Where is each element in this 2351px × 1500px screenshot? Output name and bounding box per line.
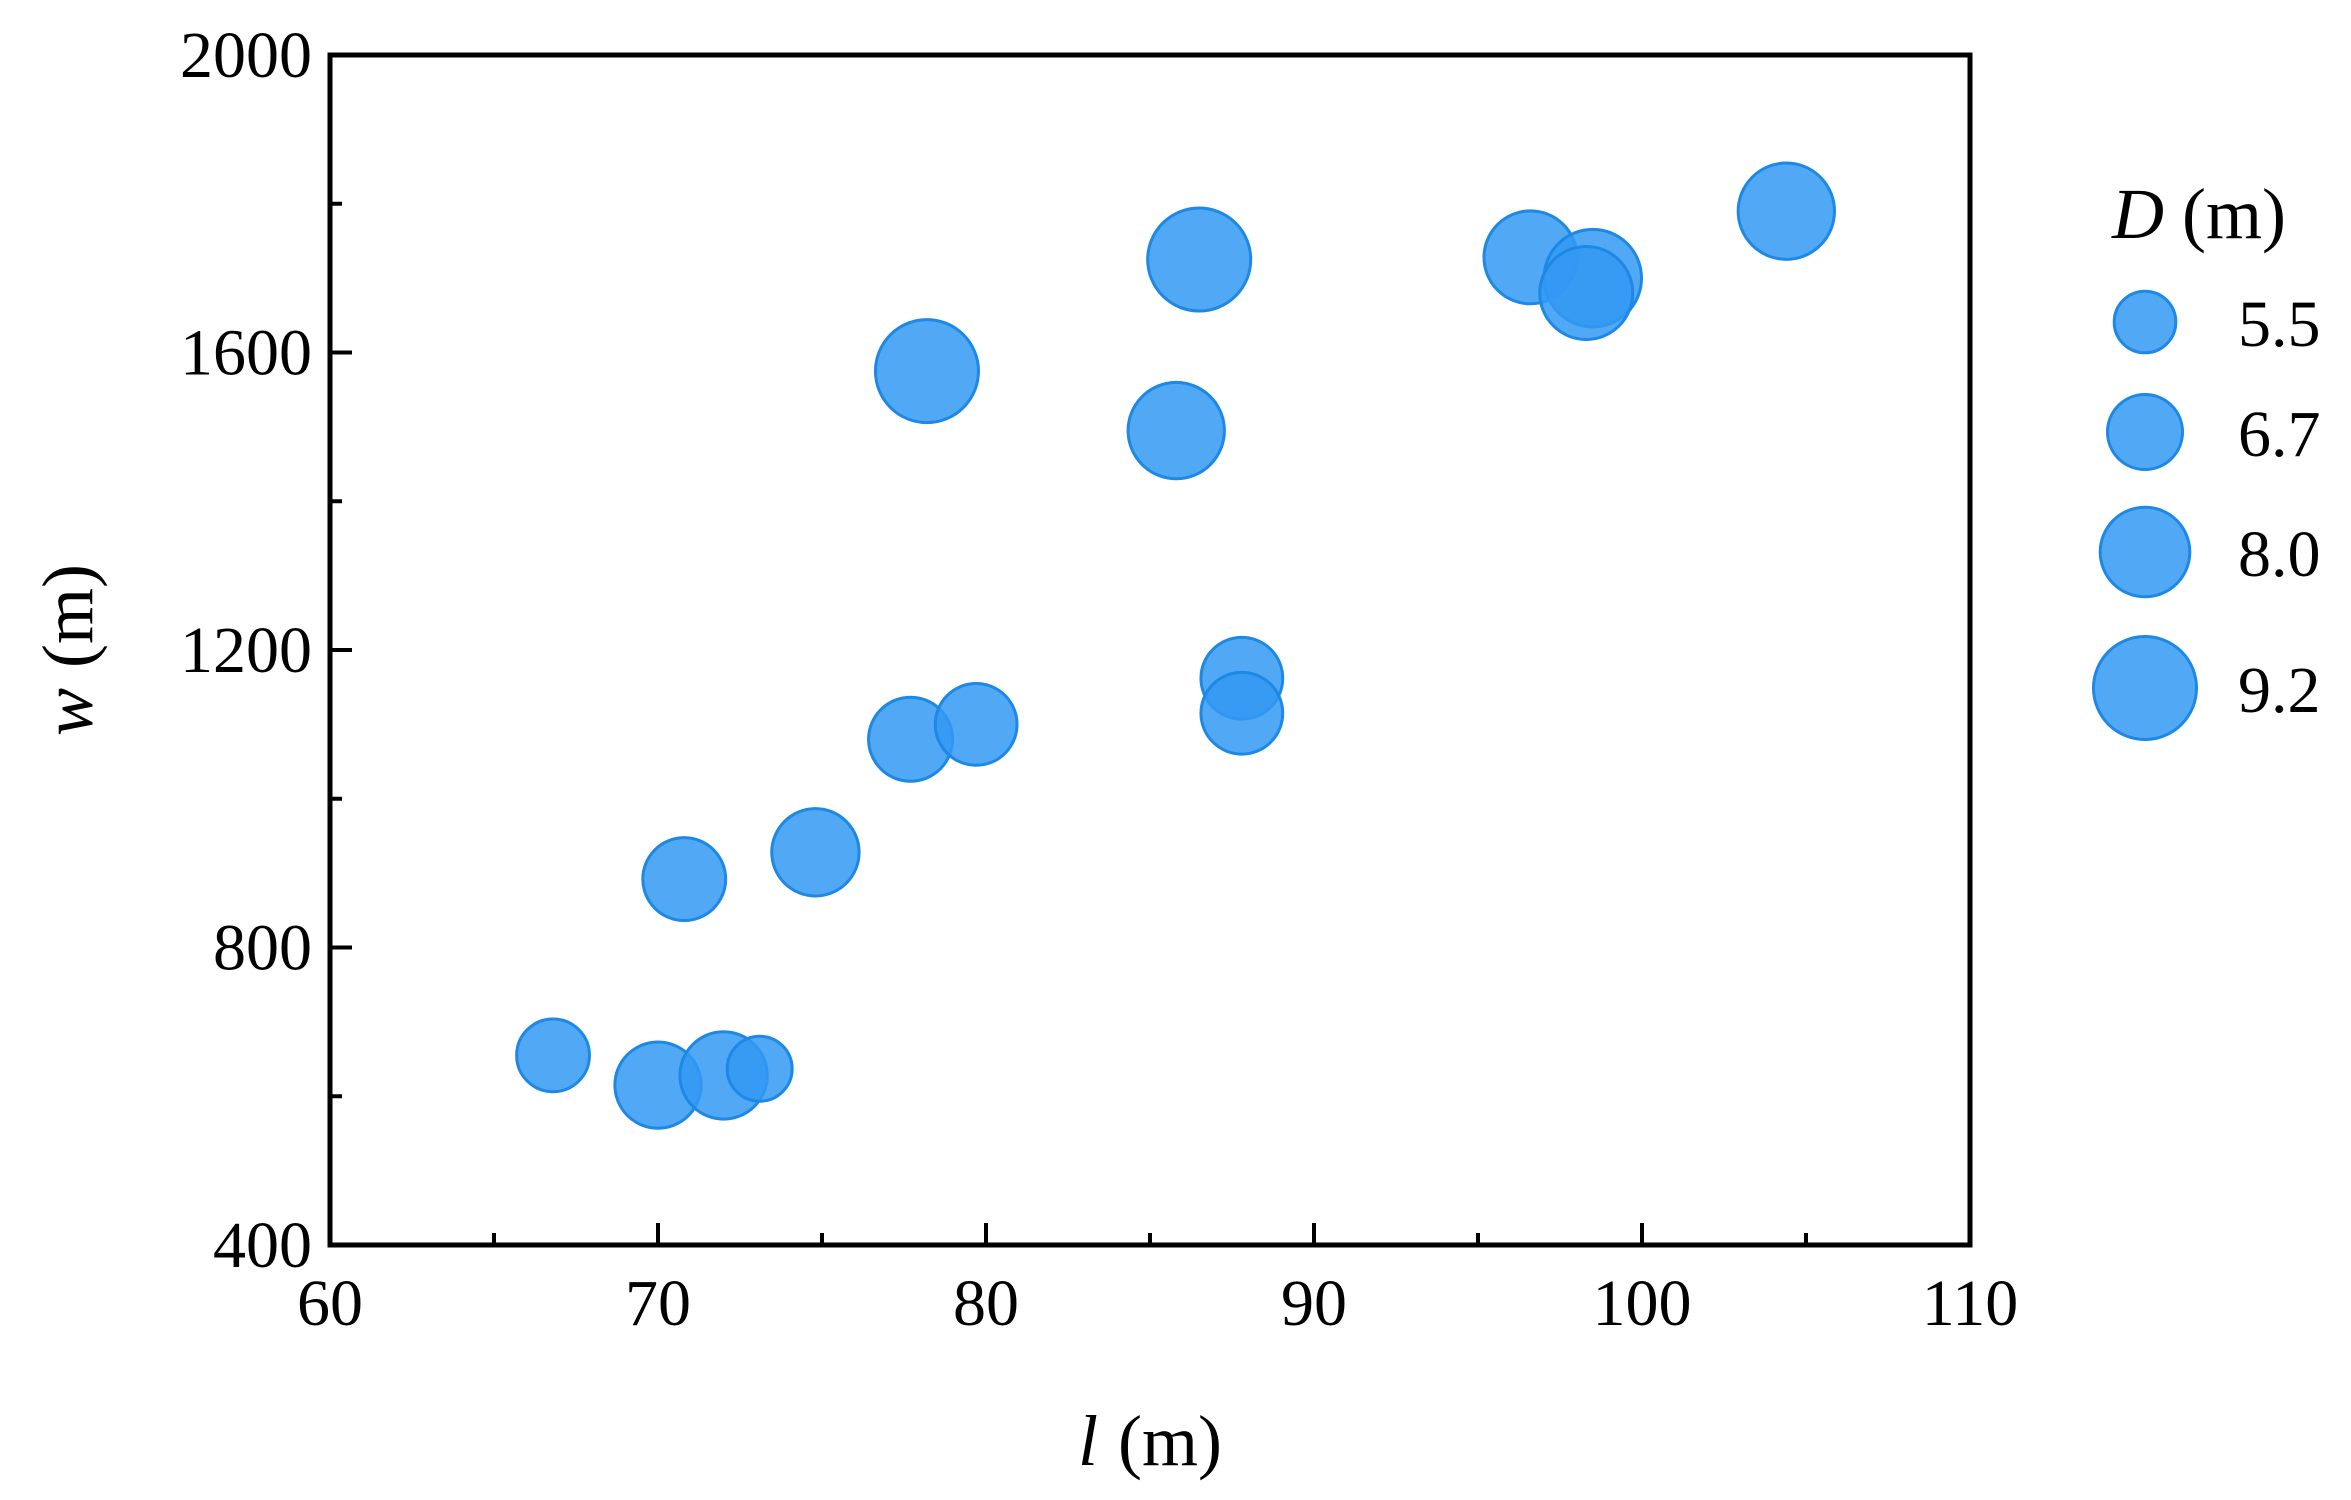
legend-title: D (m) [2111,174,2286,254]
legend-marker [2098,505,2192,599]
data-point [1199,670,1285,756]
x-axis-title: l (m) [1078,1401,1222,1481]
y-tick-label: 1200 [180,614,312,687]
y-axis-tick-labels: 400 800 1200 1600 2000 [180,19,312,1282]
legend-marker [2112,289,2178,355]
data-point [1126,380,1226,481]
data-point [725,1034,794,1103]
x-axis-unit: (m) [1118,1401,1222,1481]
legend-entry: 6.7 [2105,392,2321,472]
x-tick-label: 90 [1281,1267,1347,1340]
data-point [515,1017,591,1094]
data-points [515,161,1836,1130]
x-axis-tick-labels: 60 70 80 90 100 110 [297,1267,2018,1340]
legend-entry: 9.2 [2091,634,2321,742]
x-tick-label: 80 [953,1267,1019,1340]
x-tick-label: 70 [625,1267,691,1340]
data-point [1736,161,1836,261]
data-point [641,836,728,923]
legend-marker [2105,392,2185,472]
x-axis-symbol: l [1078,1401,1098,1481]
legend-label: 5.5 [2238,288,2321,361]
y-tick-label: 400 [213,1209,312,1282]
x-tick-label: 110 [1922,1267,2019,1340]
y-axis-symbol: w [28,688,108,736]
x-tick-label: 60 [297,1267,363,1340]
legend-label: 8.0 [2238,518,2321,591]
y-axis-unit: (m) [28,564,108,668]
y-tick-label: 2000 [180,19,312,92]
y-axis-title: w (m) [28,564,108,736]
data-point [873,318,980,425]
y-tick-label: 800 [213,912,312,985]
data-point [770,807,861,898]
data-point [1538,245,1635,341]
y-tick-label: 1600 [180,317,312,390]
legend-entry: 5.5 [2112,288,2321,361]
data-point [1146,206,1253,313]
legend-label: 6.7 [2238,398,2321,471]
size-legend: D (m) 5.5 6.7 8.0 9.2 [2091,174,2321,742]
legend-marker [2091,634,2199,742]
data-point [933,681,1019,767]
x-tick-label: 100 [1593,1267,1692,1340]
legend-entry: 8.0 [2098,505,2321,599]
legend-entries: 5.5 6.7 8.0 9.2 [2091,288,2321,742]
legend-symbol: D [2111,174,2164,254]
legend-unit: (m) [2182,174,2286,254]
legend-label: 9.2 [2238,654,2321,727]
axis-ticks [328,53,1972,1247]
